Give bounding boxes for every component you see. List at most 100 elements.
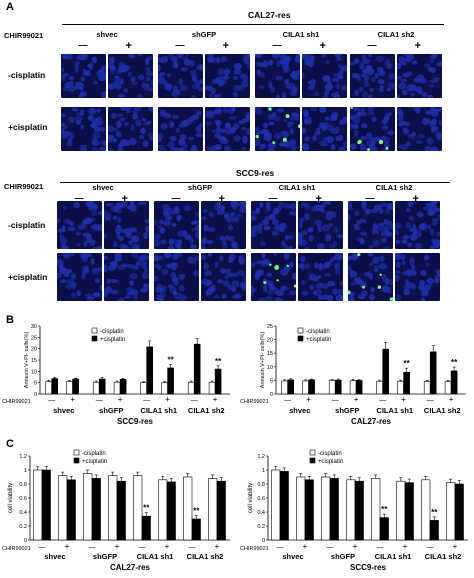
chart-b1-bar-1-0 xyxy=(92,381,100,395)
chart-c1-bar-5-0 xyxy=(158,479,168,541)
chart-c2-bar-2-1 xyxy=(329,478,339,541)
chart-c1-bar-1-0 xyxy=(58,475,68,541)
panel-a-top-sign-1-1: + xyxy=(222,40,229,52)
chart-b2-ytick-label-4: 20 xyxy=(267,338,273,344)
chart-c1-bar-2-0 xyxy=(83,473,93,541)
chart-b2-bar-1-1 xyxy=(334,379,342,395)
chart-c2-ytick-label-2: 0.4 xyxy=(257,510,265,516)
chart-b1-bar-3-3 xyxy=(214,368,222,395)
panel-a-bottom-rule xyxy=(60,182,450,183)
chart-b2-ytick-label-1: 5 xyxy=(270,378,273,384)
chart-c2-sig-1: ** xyxy=(431,508,438,517)
panel-a-top-rule xyxy=(62,24,444,25)
chart-b2-minus-0: — xyxy=(284,397,291,404)
chart-c1-ytick-label-2: 0.4 xyxy=(19,510,27,516)
chart-c2-legend-swatch-0 xyxy=(309,449,316,456)
chart-b2-bar-1-3 xyxy=(355,380,363,395)
chart-b2-ytick-label-5: 25 xyxy=(267,324,273,330)
chart-b1-bar-0-1 xyxy=(51,378,59,395)
chart-c2-treat-7: + xyxy=(453,542,458,551)
chart-c1-bar-1-1 xyxy=(66,479,76,541)
chart-c1-bar-3-1 xyxy=(116,480,126,541)
chart-b1-sig-3: ** xyxy=(215,357,222,366)
chart-c2-ylabel: cell viability xyxy=(248,483,254,513)
chart-b1-cat-2: CILA1 sh1 xyxy=(140,406,177,415)
chart-c2-legend-label-0: -cisplatin xyxy=(318,451,342,457)
chart-b2-legend-swatch-1 xyxy=(297,335,304,342)
chart-b1-ylabel: Annexin V+PI- cells(%) xyxy=(24,332,30,389)
panel-a-bottom-sign-2-1: + xyxy=(315,193,322,205)
chart-b1-ytick-label-4: 20 xyxy=(31,347,37,353)
chart-c2-ytick-label-3: 0.6 xyxy=(257,496,265,502)
panel-a-bottom-sign-2-0: — xyxy=(268,193,278,203)
chart-b2-plus-0: + xyxy=(306,395,311,404)
chart-b1-bar-2-2 xyxy=(161,382,168,395)
chart-b2-agent: CHIR99021 xyxy=(240,399,269,405)
chart-c2-ytick-label-5: 1 xyxy=(262,468,265,474)
chart-b2-bar-0-2 xyxy=(302,380,309,395)
chart-b2-cat-1: shGFP xyxy=(335,406,359,415)
panel-a-top-image-r0-c4 xyxy=(255,54,300,98)
chart-c1-cat-0: shvec xyxy=(44,552,65,561)
chart-b1-bar-0-0 xyxy=(45,381,53,395)
chart-c1-sig-0: ** xyxy=(143,504,150,513)
chart-c1-legend-label-1: +cisplatin xyxy=(82,459,107,465)
chart-b1-ytick-label-3: 15 xyxy=(31,358,37,364)
chart-b1-minus-0: — xyxy=(48,397,55,404)
panel-a-top-group-3: CILA1 sh2 xyxy=(377,30,415,39)
chart-c1-bar-0-1 xyxy=(41,469,51,541)
chart-b1-bar-2-0 xyxy=(140,382,147,395)
chart-b2-ytick-label-0: 0 xyxy=(270,392,273,398)
chart-b2-ytick-label-3: 15 xyxy=(267,351,273,357)
chart-b1-sig-2: ** xyxy=(167,355,174,364)
panel-a-bottom-image-r0-c4 xyxy=(251,201,296,249)
panel-a-bottom-image-r0-c2 xyxy=(154,201,199,249)
chart-b2-minus-2: — xyxy=(379,397,386,404)
chart-b1-bar-0-3 xyxy=(72,378,79,395)
chart-c1-treat-3: + xyxy=(115,542,120,551)
panel-a-top-agent-label: CHIR99021 xyxy=(4,31,44,40)
chart-c1-bar-7-0 xyxy=(208,478,218,541)
chart-c1-bar-4-0 xyxy=(133,475,143,541)
chart-b1-ytick-label-1: 5 xyxy=(34,381,37,387)
panel-a-bottom-image-r0-c6 xyxy=(348,201,393,249)
chart-b1-bar-0-2 xyxy=(66,381,73,395)
chart-b2-bar-3-1 xyxy=(429,351,437,395)
chart-b2-bar-3-0 xyxy=(423,381,431,395)
panel-c-label: C xyxy=(6,438,14,450)
chart-c1-cat-2: CILA1 sh1 xyxy=(137,552,174,561)
chart-b2-plus-2: + xyxy=(401,395,406,404)
chart-b1-bar-3-2 xyxy=(208,381,216,395)
chart-b2-bar-2-2 xyxy=(397,380,404,395)
chart-b1-plus-1: + xyxy=(118,395,123,404)
chart-c1-bar-0-0 xyxy=(33,469,43,541)
chart-b2-bar-2-3 xyxy=(403,371,410,395)
chart-b2-plus-1: + xyxy=(354,395,359,404)
chart-b1-ytick-label-5: 25 xyxy=(31,335,37,341)
chart-b2-bar-2-1 xyxy=(382,348,389,395)
chart-c2-treat-6: — xyxy=(427,544,434,551)
chart-c1-title: CAL27-res xyxy=(110,563,151,572)
chart-c1-treat-4: — xyxy=(139,544,146,551)
chart-c2-bar-1-0 xyxy=(296,476,306,541)
chart-c1-treat-5: + xyxy=(165,542,170,551)
chart-c2-bar-4-0 xyxy=(371,478,381,541)
chart-b1-bar-2-3 xyxy=(167,367,174,395)
chart-c1-bar-6-0 xyxy=(183,476,193,541)
chart-b2-bar-3-2 xyxy=(444,381,452,395)
panel-a-top-group-2: CILA1 sh1 xyxy=(282,30,320,39)
chart-c2-bar-1-1 xyxy=(304,479,314,541)
chart-b2-cat-2: CILA1 sh1 xyxy=(376,406,413,415)
panel-a-top-sign-1-0: — xyxy=(175,40,185,50)
chart-c2-bar-7-1 xyxy=(454,483,464,541)
chart-c2-treat-0: — xyxy=(277,544,284,551)
chart-b1-bar-1-2 xyxy=(113,381,121,395)
chart-b1-minus-1: — xyxy=(96,397,103,404)
chart-b2-legend-label-0: -cisplatin xyxy=(306,329,330,335)
chart-b2-sig-2: ** xyxy=(403,359,410,368)
chart-b2-bar-0-3 xyxy=(308,379,315,395)
chart-c1-legend-swatch-1 xyxy=(73,457,80,464)
chart-b2-bar-3-3 xyxy=(450,370,458,395)
panel-a-top-sign-0-0: — xyxy=(78,40,88,50)
